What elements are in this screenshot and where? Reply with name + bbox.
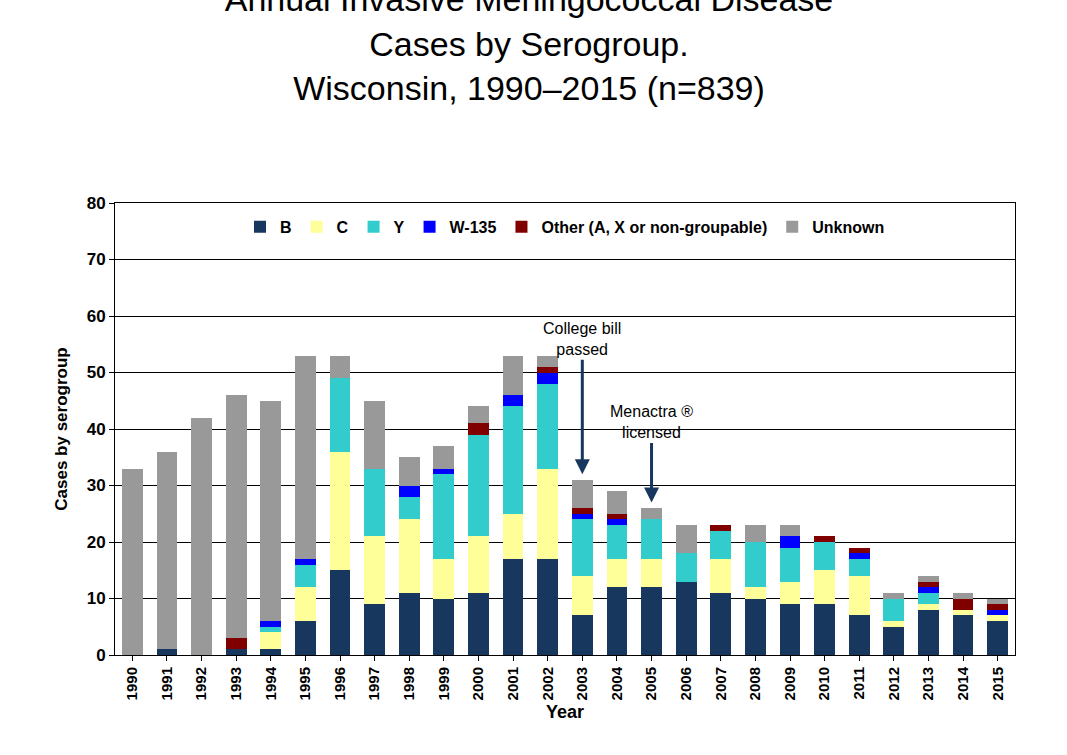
svg-text:1997: 1997: [365, 667, 382, 700]
svg-text:2006: 2006: [677, 667, 694, 700]
svg-text:2011: 2011: [850, 667, 867, 700]
svg-text:1999: 1999: [435, 667, 452, 700]
svg-text:40: 40: [87, 420, 106, 439]
svg-text:1992: 1992: [192, 667, 209, 700]
svg-text:2000: 2000: [469, 667, 486, 700]
svg-text:1990: 1990: [123, 667, 140, 700]
svg-text:1995: 1995: [296, 667, 313, 700]
svg-text:Other (A, X or non-groupable): Other (A, X or non-groupable): [541, 219, 767, 236]
svg-text:W-135: W-135: [450, 219, 497, 236]
svg-text:1996: 1996: [331, 667, 348, 700]
svg-text:1991: 1991: [158, 667, 175, 700]
svg-text:1998: 1998: [400, 667, 417, 700]
svg-text:Y: Y: [394, 219, 405, 236]
svg-text:2008: 2008: [746, 667, 763, 700]
svg-text:Year: Year: [546, 702, 584, 722]
svg-text:2007: 2007: [712, 667, 729, 700]
svg-text:1993: 1993: [227, 667, 244, 700]
svg-text:Cases by serogroup: Cases by serogroup: [52, 347, 71, 510]
svg-text:1994: 1994: [262, 666, 279, 700]
svg-text:2003: 2003: [573, 667, 590, 700]
svg-text:60: 60: [87, 307, 106, 326]
svg-text:B: B: [280, 219, 292, 236]
svg-text:2012: 2012: [885, 667, 902, 700]
svg-text:30: 30: [87, 476, 106, 495]
svg-text:Unknown: Unknown: [812, 219, 884, 236]
svg-text:C: C: [337, 219, 349, 236]
svg-text:2005: 2005: [642, 667, 659, 700]
svg-text:80: 80: [87, 194, 106, 213]
svg-text:2009: 2009: [781, 667, 798, 700]
svg-text:2002: 2002: [539, 667, 556, 700]
svg-text:2014: 2014: [954, 666, 971, 700]
svg-text:2015: 2015: [989, 667, 1006, 700]
svg-text:2010: 2010: [815, 667, 832, 700]
svg-text:Menactra ®licensed: Menactra ®licensed: [610, 403, 693, 441]
svg-text:0: 0: [96, 646, 105, 665]
svg-text:2004: 2004: [608, 666, 625, 700]
svg-text:70: 70: [87, 250, 106, 269]
svg-text:Annual Invasive Meningococcal: Annual Invasive Meningococcal DiseaseCas…: [225, 0, 834, 107]
svg-text:50: 50: [87, 363, 106, 382]
svg-text:2013: 2013: [919, 667, 936, 700]
svg-text:College billpassed: College billpassed: [543, 320, 621, 358]
svg-text:10: 10: [87, 589, 106, 608]
svg-text:2001: 2001: [504, 667, 521, 700]
svg-text:20: 20: [87, 533, 106, 552]
